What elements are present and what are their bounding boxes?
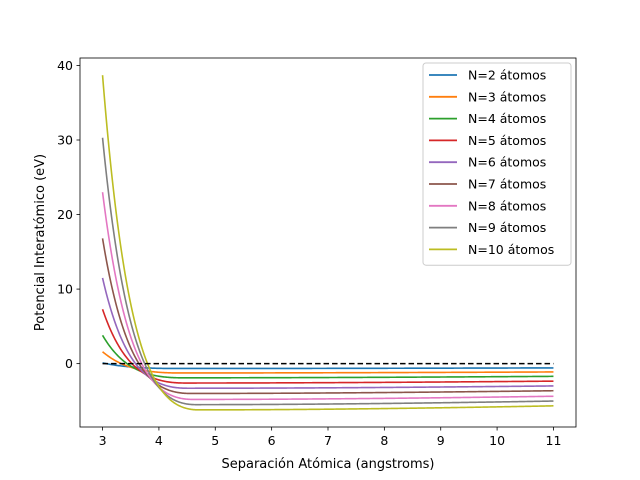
legend-entry: N=5 átomos (468, 133, 546, 148)
series-line-3 (102, 351, 554, 374)
legend-entry: N=10 átomos (468, 242, 554, 257)
x-tick-label: 4 (155, 433, 163, 448)
y-tick-label: 40 (57, 58, 73, 73)
series-line-7 (101, 238, 554, 395)
series-line-6 (101, 277, 554, 390)
x-tick-label: 9 (437, 433, 445, 448)
legend-box (422, 62, 572, 266)
series-line-8 (101, 192, 554, 401)
x-tick-label: 3 (99, 433, 107, 448)
x-tick-label: 5 (211, 433, 219, 448)
y-tick-label: 10 (57, 282, 73, 297)
series-line-2 (102, 362, 554, 370)
x-tick-label: 11 (546, 433, 562, 448)
y-axis-ticks: 0 10 20 30 40 (57, 58, 80, 371)
legend-entry: N=3 átomos (468, 89, 546, 104)
legend: N=2 átomos N=3 átomos N=4 átomos N=5 átomos… (422, 62, 572, 266)
x-axis-ticks: 3 4 5 6 7 8 9 10 11 (99, 427, 562, 448)
series-lines (101, 75, 554, 411)
x-tick-label: 6 (268, 433, 276, 448)
series-line-4 (101, 334, 554, 379)
legend-entry: N=8 átomos (468, 198, 546, 213)
series-line-5 (101, 308, 554, 384)
y-axis-label: Potencial Interatómico (eV) (33, 154, 48, 331)
series-line-9 (101, 137, 554, 406)
y-tick-label: 0 (65, 356, 73, 371)
x-tick-label: 7 (324, 433, 332, 448)
legend-entry: N=6 átomos (468, 155, 546, 170)
x-tick-label: 8 (380, 433, 388, 448)
legend-entry: N=2 átomos (468, 68, 546, 83)
x-tick-label: 10 (489, 433, 505, 448)
legend-entry: N=4 átomos (468, 111, 546, 126)
y-tick-label: 30 (57, 133, 73, 148)
series-line-10 (101, 75, 554, 411)
y-tick-label: 20 (57, 207, 73, 222)
x-axis-label: Separación Atómica (angstroms) (221, 457, 434, 472)
legend-entry: N=9 átomos (468, 220, 546, 235)
legend-entry: N=7 átomos (468, 177, 546, 192)
